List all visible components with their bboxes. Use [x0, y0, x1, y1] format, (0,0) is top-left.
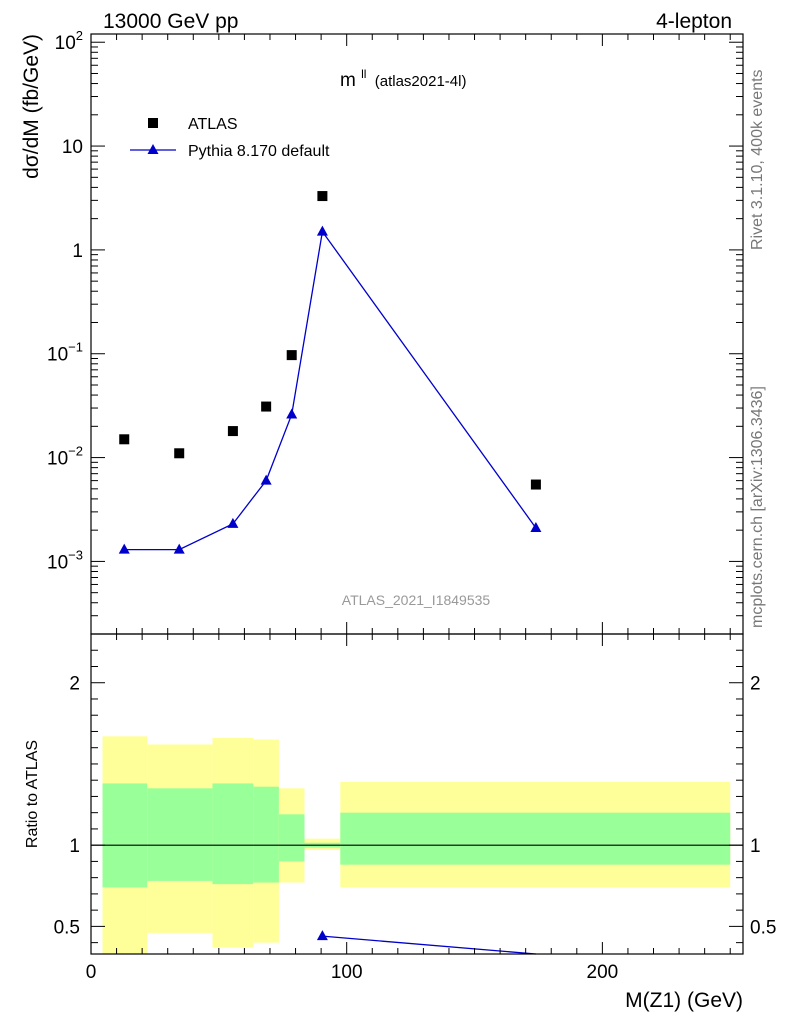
ratio-band-inner [340, 812, 731, 865]
y-ratio-tick-label-right: 2 [750, 674, 761, 695]
axes: 0 100 200 10−3 10−2 10−1 1 10 102 0.5 0.5 1 1 2 2 [47, 28, 776, 983]
atlas-point [119, 434, 130, 445]
y-top-tick-label: 102 [55, 28, 83, 54]
y-top-tick-label: 10−1 [47, 340, 83, 366]
pythia-point [316, 225, 328, 236]
y-ratio-tick-label-left: 1 [69, 836, 80, 857]
rivet-label: Rivet 3.1.10, 400k events [749, 69, 766, 250]
y-ratio-tick-label-left: 2 [69, 674, 80, 695]
y-top-tick-label: 10−2 [47, 444, 83, 470]
pythia-point [173, 543, 185, 554]
legend-label-pythia: Pythia 8.170 default [188, 143, 330, 160]
header-right: 4-lepton [656, 10, 732, 33]
pythia-point [260, 474, 272, 485]
y-axis-label-ratio: Ratio to ATLAS [24, 740, 41, 848]
header-left: 13000 GeV pp [103, 10, 238, 33]
y-top-tick-label: 1 [72, 241, 83, 262]
atlas-point [286, 350, 297, 361]
y-axis-label-top: dσ/dM (fb/GeV) [20, 34, 43, 179]
legend-marker-atlas [148, 118, 158, 128]
ratio-mc-point [316, 930, 328, 941]
pythia-point [118, 543, 130, 554]
y-ratio-tick-label-right: 1 [750, 836, 761, 857]
legend-marker-pythia [147, 144, 159, 154]
x-axis-label: M(Z1) (GeV) [625, 989, 743, 1012]
y-top-tick-label: 10−3 [47, 547, 83, 573]
analysis-label: ATLAS_2021_I1849535 [342, 592, 491, 608]
ratio-uncertainty-bands [102, 736, 731, 954]
y-ratio-tick-label-left: 0.5 [54, 917, 80, 938]
legend: ATLAS Pythia 8.170 default [130, 116, 330, 160]
pythia-point [227, 517, 239, 528]
x-tick-label: 0 [86, 962, 97, 983]
ratio-band-inner [253, 786, 279, 883]
ratio-band-inner [212, 783, 254, 885]
atlas-point [174, 448, 185, 459]
y-top-tick-label: 10 [62, 137, 83, 158]
ratio-band-inner [278, 814, 305, 862]
pythia-point [530, 521, 542, 532]
chart-title-main: m [340, 70, 356, 91]
chart-title-sup: ll [361, 67, 366, 81]
chart-title: m ll (atlas2021-4l) [340, 62, 466, 91]
legend-label-atlas: ATLAS [188, 116, 238, 133]
atlas-point [530, 479, 541, 490]
mcplots-label: mcplots.cern.ch [arXiv:1306.3436] [749, 386, 766, 628]
ratio-frame [90, 633, 744, 955]
pythia-line [124, 229, 537, 551]
y-ratio-tick-label-right: 0.5 [750, 917, 776, 938]
top-series [118, 191, 542, 554]
pythia-point [286, 408, 298, 419]
atlas-point [227, 426, 238, 437]
atlas-point [261, 401, 272, 412]
atlas-point [317, 191, 328, 202]
ratio-mc-line [322, 935, 536, 955]
ratio-band-inner [147, 788, 213, 881]
ratio-band-inner [102, 783, 148, 888]
chart-title-sub: (atlas2021-4l) [375, 73, 467, 90]
x-tick-label: 200 [587, 962, 619, 983]
x-tick-label: 100 [331, 962, 363, 983]
